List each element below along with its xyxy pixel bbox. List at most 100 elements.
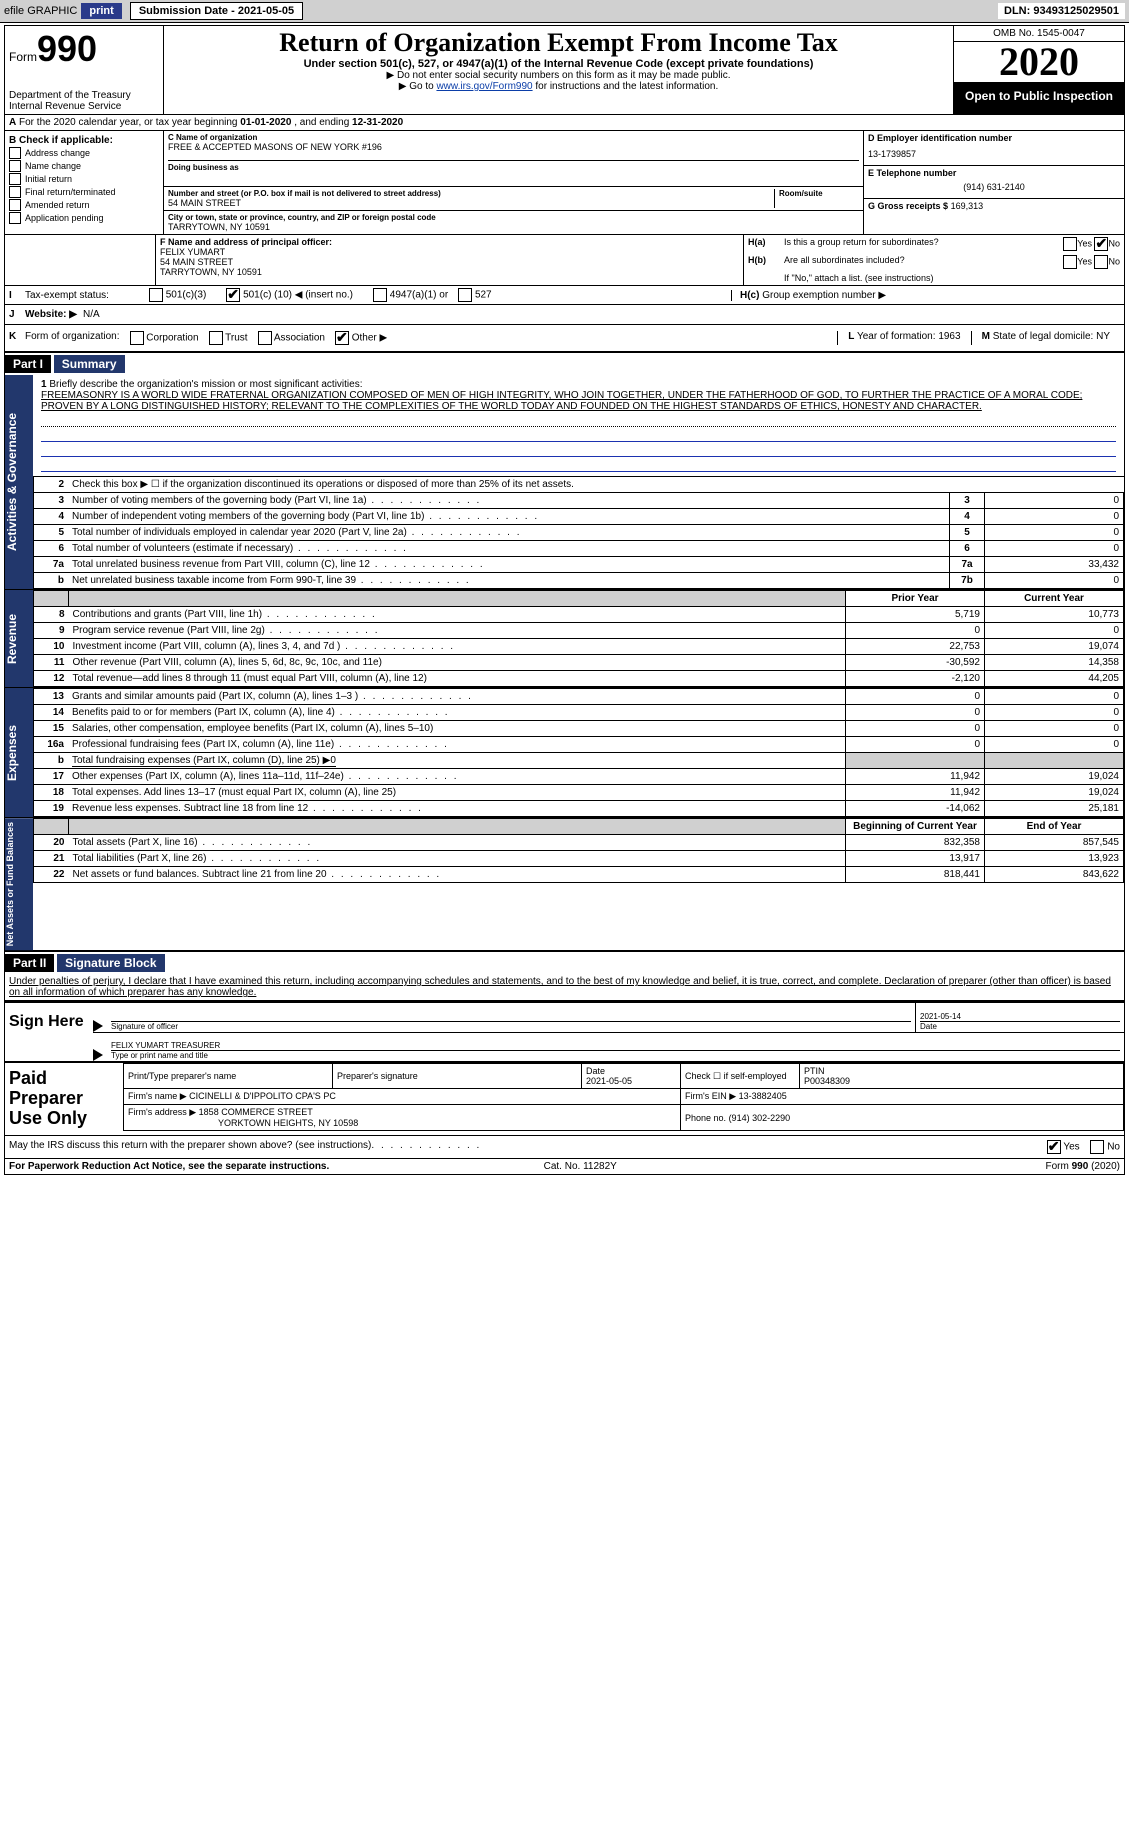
sidetab-activities: Activities & Governance [5, 375, 33, 589]
chk-initial-return[interactable]: Initial return [9, 173, 159, 185]
col-b-header: B Check if applicable: [9, 135, 159, 146]
gross-value: 169,313 [951, 201, 984, 211]
preparer-date-cell: Date2021-05-05 [582, 1064, 681, 1089]
tax-begin-date: 01-01-2020 [240, 117, 291, 128]
form-header: Form990 Department of the Treasury Inter… [5, 26, 1124, 115]
irs-link[interactable]: www.irs.gov/Form990 [436, 81, 532, 92]
discuss-row: May the IRS discuss this return with the… [5, 1135, 1124, 1158]
table-row: 8Contributions and grants (Part VIII, li… [34, 607, 1124, 623]
firm-name-cell: Firm's name ▶ CICINELLI & D'IPPOLITO CPA… [124, 1089, 681, 1105]
hb-no-checkbox[interactable] [1094, 255, 1108, 269]
principal-officer-cell: F Name and address of principal officer:… [156, 235, 743, 285]
org-name-label: C Name of organization [168, 133, 859, 142]
section-activities-governance: Activities & Governance 1 Briefly descri… [5, 375, 1124, 590]
ha-no-checkbox[interactable] [1094, 237, 1108, 251]
table-row: 12Total revenue—add lines 8 through 11 (… [34, 671, 1124, 687]
ein-label: D Employer identification number [868, 133, 1120, 143]
city-cell: City or town, state or province, country… [164, 211, 863, 234]
sign-here-label: Sign Here [5, 1003, 93, 1061]
table-row: 11Other revenue (Part VIII, column (A), … [34, 655, 1124, 671]
sign-date-label: Date [920, 1021, 1120, 1031]
chk-amended-return[interactable]: Amended return [9, 199, 159, 211]
room-label: Room/suite [779, 189, 859, 198]
table-row: bNet unrelated business taxable income f… [34, 573, 1124, 589]
instruct-pre: ▶ Go to [399, 81, 437, 92]
chk-527[interactable] [458, 288, 472, 302]
form-title: Return of Organization Exempt From Incom… [174, 28, 943, 58]
hb-yes-checkbox[interactable] [1063, 255, 1077, 269]
chk-501c[interactable] [226, 288, 240, 302]
row-i-label: I [9, 290, 25, 301]
chk-trust[interactable] [209, 331, 223, 345]
street-label: Number and street (or P.O. box if mail i… [168, 189, 774, 198]
revenue-table: Prior YearCurrent Year 8Contributions an… [33, 590, 1124, 687]
org-name: FREE & ACCEPTED MASONS OF NEW YORK #196 [168, 142, 859, 152]
table-row: 14Benefits paid to or for members (Part … [34, 705, 1124, 721]
group-return-cell: H(a) Is this a group return for subordin… [743, 235, 1124, 285]
sidetab-expenses: Expenses [5, 688, 33, 817]
current-year-hdr: Current Year [985, 591, 1124, 607]
submission-date-badge: Submission Date - 2021-05-05 [130, 2, 303, 20]
begin-year-hdr: Beginning of Current Year [846, 819, 985, 835]
chk-4947[interactable] [373, 288, 387, 302]
arrow-icon [93, 1049, 107, 1061]
gross-cell: G Gross receipts $ 169,313 [864, 199, 1124, 213]
chk-association[interactable] [258, 331, 272, 345]
mission-label: Briefly describe the organization's miss… [49, 379, 362, 390]
row-a-taxyear-span: A For the 2020 calendar year, or tax yea… [5, 115, 1124, 131]
preparer-sig-cell: Preparer's signature [333, 1064, 582, 1089]
street-cell: Number and street (or P.O. box if mail i… [164, 187, 863, 211]
table-row: 21Total liabilities (Part X, line 26)13,… [34, 851, 1124, 867]
hb-yesno: Yes No [1020, 255, 1120, 269]
print-button[interactable]: print [81, 3, 121, 19]
instruct-link-row: ▶ Go to www.irs.gov/Form990 for instruct… [174, 81, 943, 92]
city-label: City or town, state or province, country… [168, 213, 859, 222]
paid-preparer-label: Paid Preparer Use Only [5, 1063, 123, 1134]
state-domicile-cell: M State of legal domicile: NY [971, 331, 1120, 345]
discuss-no-checkbox[interactable] [1090, 1140, 1104, 1154]
chk-other[interactable] [335, 331, 349, 345]
hb-label: H(b) [748, 255, 766, 265]
sign-date-value: 2021-05-14 [920, 1012, 1120, 1021]
chk-501c3[interactable] [149, 288, 163, 302]
website-value: N/A [83, 309, 100, 320]
table-row: 6Total number of volunteers (estimate if… [34, 541, 1124, 557]
sidetab-revenue: Revenue [5, 590, 33, 687]
row-f-h: F Name and address of principal officer:… [5, 234, 1124, 285]
form-footer-right: Form 990 (2020) [1046, 1161, 1120, 1172]
table-row: Firm's address ▶ 1858 COMMERCE STREET YO… [124, 1105, 1124, 1131]
preparer-name-cell: Print/Type preparer's name [124, 1064, 333, 1089]
firm-ein-cell: Firm's EIN ▶ 13-3882405 [681, 1089, 1124, 1105]
firm-addr-cell: Firm's address ▶ 1858 COMMERCE STREET YO… [124, 1105, 681, 1131]
discuss-yes-checkbox[interactable] [1047, 1140, 1061, 1154]
chk-final-return[interactable]: Final return/terminated [9, 186, 159, 198]
table-row: 16aProfessional fundraising fees (Part I… [34, 737, 1124, 753]
page-footer: For Paperwork Reduction Act Notice, see … [5, 1158, 1124, 1174]
table-row: 22Net assets or fund balances. Subtract … [34, 867, 1124, 883]
table-row: 17Other expenses (Part IX, column (A), l… [34, 769, 1124, 785]
ptin-cell: PTINP00348309 [800, 1064, 1124, 1089]
sign-here-block: Sign Here Signature of officer 2021-05-1… [5, 1001, 1124, 1061]
501c-number: 10 [278, 290, 289, 301]
chk-name-change[interactable]: Name change [9, 160, 159, 172]
row-i-tax-exempt: I Tax-exempt status: 501(c)(3) 501(c) (1… [5, 285, 1124, 305]
chk-application-pending[interactable]: Application pending [9, 212, 159, 224]
table-row: 10Investment income (Part VIII, column (… [34, 639, 1124, 655]
chk-corporation[interactable] [130, 331, 144, 345]
dln-label: DLN: 93493125029501 [998, 3, 1125, 19]
tax-exempt-label: Tax-exempt status: [25, 290, 109, 301]
self-employed-cell: Check ☐ if self-employed [681, 1064, 800, 1089]
officer-addr2: TARRYTOWN, NY 10591 [160, 267, 739, 277]
hc-label: H(c) [740, 290, 759, 301]
ein-cell: D Employer identification number 13-1739… [864, 131, 1124, 166]
chk-address-change[interactable]: Address change [9, 147, 159, 159]
col-c-orginfo: C Name of organization FREE & ACCEPTED M… [164, 131, 863, 234]
arrow-icon [93, 1020, 107, 1032]
officer-addr1: 54 MAIN STREET [160, 257, 739, 267]
table-row: 7aTotal unrelated business revenue from … [34, 557, 1124, 573]
hc-text: Group exemption number ▶ [762, 290, 886, 301]
year-formation: 1963 [938, 331, 960, 342]
state-domicile: NY [1096, 331, 1110, 342]
ha-yes-checkbox[interactable] [1063, 237, 1077, 251]
header-left: Form990 Department of the Treasury Inter… [5, 26, 164, 114]
